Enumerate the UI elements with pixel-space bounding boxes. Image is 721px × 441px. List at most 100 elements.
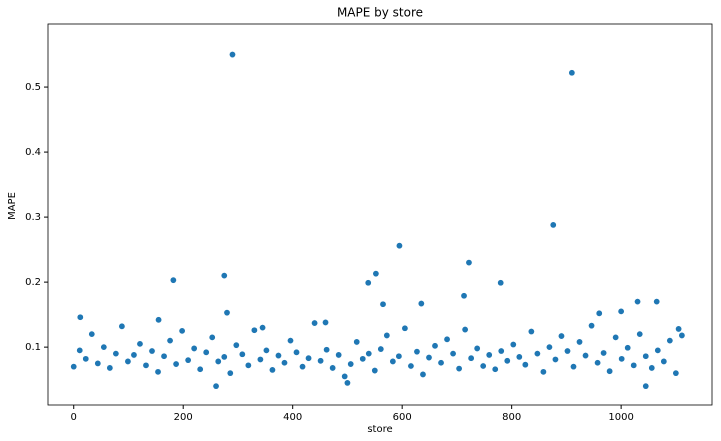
- point: [220, 353, 228, 361]
- point: [305, 354, 313, 362]
- point: [196, 365, 204, 373]
- point: [595, 309, 603, 317]
- point: [654, 346, 662, 354]
- point: [70, 363, 78, 371]
- point: [539, 368, 547, 376]
- point: [395, 242, 403, 250]
- point: [82, 355, 90, 363]
- point: [329, 364, 337, 372]
- point: [286, 337, 294, 345]
- point: [166, 337, 174, 345]
- point: [202, 348, 210, 356]
- point: [76, 346, 84, 354]
- point: [208, 333, 216, 341]
- point: [259, 324, 267, 332]
- point: [118, 322, 126, 330]
- point: [232, 341, 240, 349]
- point: [100, 343, 108, 351]
- point: [606, 367, 614, 375]
- point: [335, 351, 343, 359]
- y-tick-label: 0.5: [25, 82, 41, 93]
- y-tick-label: 0.4: [25, 147, 41, 158]
- point: [642, 382, 650, 390]
- point: [184, 356, 192, 364]
- point: [124, 357, 132, 365]
- plot-frame: [47, 23, 713, 406]
- point: [563, 347, 571, 355]
- point: [570, 363, 578, 371]
- point: [220, 272, 228, 280]
- point: [401, 324, 409, 332]
- point: [545, 343, 553, 351]
- point: [672, 369, 680, 377]
- point: [154, 368, 162, 376]
- point: [364, 279, 372, 287]
- x-tick-label: 1000: [608, 412, 633, 423]
- point: [419, 370, 427, 378]
- point: [431, 342, 439, 350]
- point: [413, 348, 421, 356]
- point: [479, 362, 487, 370]
- point: [274, 352, 282, 360]
- point: [142, 361, 150, 369]
- y-tick-label: 0.2: [25, 277, 41, 288]
- point: [250, 326, 258, 334]
- point: [262, 346, 270, 354]
- point: [178, 327, 186, 335]
- point: [648, 364, 656, 372]
- point: [521, 361, 529, 369]
- point: [485, 351, 493, 359]
- point: [280, 359, 288, 367]
- x-tick-label: 600: [393, 412, 412, 423]
- point: [389, 357, 397, 365]
- point: [557, 332, 565, 340]
- point: [311, 319, 319, 327]
- point: [642, 352, 650, 360]
- chart-title: MAPE by store: [337, 6, 423, 20]
- point: [503, 357, 511, 365]
- point: [417, 300, 425, 308]
- point: [148, 347, 156, 355]
- point: [155, 316, 163, 324]
- point: [353, 338, 361, 346]
- point: [256, 355, 264, 363]
- point: [666, 337, 674, 345]
- x-tick-label: 800: [502, 412, 521, 423]
- point: [594, 359, 602, 367]
- x-tick-label: 0: [71, 412, 77, 423]
- point: [618, 355, 626, 363]
- point: [515, 353, 523, 361]
- point: [612, 333, 620, 341]
- point: [576, 338, 584, 346]
- point: [443, 335, 451, 343]
- point: [223, 309, 231, 317]
- point: [228, 51, 236, 59]
- point: [497, 347, 505, 355]
- point: [226, 369, 234, 377]
- x-tick-label: 200: [174, 412, 193, 423]
- point: [660, 357, 668, 365]
- point: [169, 276, 177, 284]
- point: [383, 331, 391, 339]
- y-axis-label: MAPE: [7, 192, 18, 220]
- point: [112, 350, 120, 358]
- x-tick-label: 400: [283, 412, 302, 423]
- point: [588, 322, 596, 330]
- point: [359, 355, 367, 363]
- point: [624, 344, 632, 352]
- point: [491, 365, 499, 373]
- point: [190, 344, 198, 352]
- y-tick-label: 0.3: [25, 212, 41, 223]
- point: [634, 298, 642, 306]
- point: [636, 330, 644, 338]
- point: [467, 354, 475, 362]
- point: [582, 352, 590, 360]
- point: [527, 328, 535, 336]
- point: [460, 292, 468, 300]
- point: [172, 360, 180, 368]
- point: [76, 313, 84, 321]
- point: [343, 379, 351, 387]
- point: [549, 221, 557, 229]
- point: [347, 360, 355, 368]
